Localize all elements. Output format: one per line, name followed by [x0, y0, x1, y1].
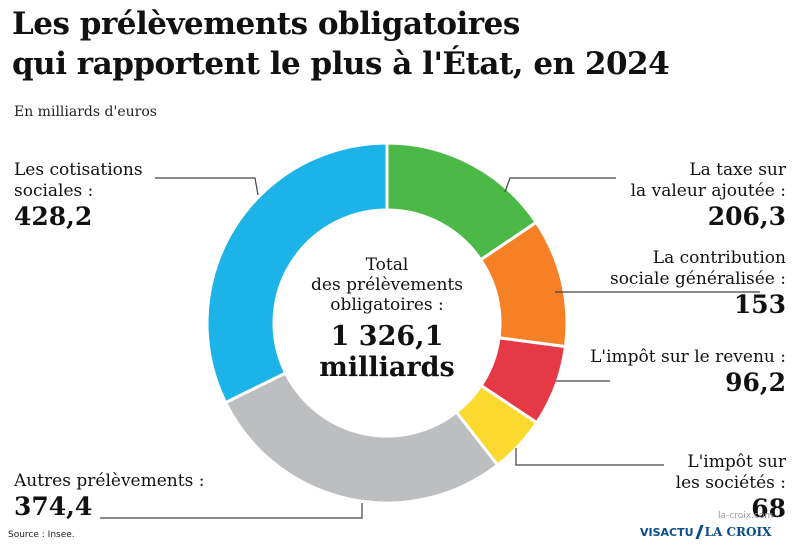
- logo-lacroix: LA CROIX: [704, 525, 772, 539]
- leader-line-autres: [100, 503, 363, 519]
- watermark: la-croix.com: [718, 511, 774, 521]
- label-cotisations: Les cotisations sociales : 428,2: [14, 160, 143, 232]
- label-autres-value: 374,4: [14, 492, 93, 521]
- label-is: L'impôt sur les sociétés : 68: [676, 452, 786, 524]
- label-tva: La taxe sur la valeur ajoutée : 206,3: [631, 160, 786, 232]
- label-ir-value: 96,2: [725, 368, 786, 397]
- label-ir: L'impôt sur le revenu : 96,2: [590, 347, 786, 398]
- label-cotisations-text: Les cotisations sociales :: [14, 160, 143, 201]
- center-value: 1 326,1 milliards: [319, 321, 455, 383]
- chart-title: Les prélèvements obligatoires qui rappor…: [12, 4, 670, 84]
- publisher-logo: VISACTU LA CROIX: [640, 525, 771, 539]
- donut-slices: [205, 141, 569, 505]
- leader-line-is: [515, 448, 664, 466]
- label-cotisations-value: 428,2: [14, 202, 93, 231]
- label-autres: Autres prélèvements : 374,4: [14, 471, 204, 522]
- label-csg-value: 153: [733, 290, 786, 319]
- label-is-text: L'impôt sur les sociétés :: [675, 452, 786, 493]
- slice-autres: [223, 370, 500, 505]
- label-tva-value: 206,3: [707, 202, 786, 231]
- chart-subtitle: En milliards d'euros: [14, 104, 157, 120]
- logo-separator-icon: [695, 525, 704, 539]
- label-is-value: 68: [751, 494, 786, 523]
- leader-lines: [100, 177, 760, 519]
- donut-center: Total des prélèvements obligatoires : 1 …: [287, 255, 487, 383]
- title-line-1: Les prélèvements obligatoires: [12, 6, 520, 42]
- slice-cotisations: [205, 141, 389, 405]
- leader-line-tva: [504, 177, 616, 193]
- label-csg: La contribution sociale généralisée : 15…: [610, 248, 786, 320]
- label-autres-text: Autres prélèvements :: [14, 471, 205, 491]
- center-label: Total des prélèvements obligatoires :: [311, 255, 463, 315]
- label-tva-text: La taxe sur la valeur ajoutée :: [630, 160, 786, 201]
- logo-visactu: VISACTU: [640, 525, 694, 539]
- title-line-2: qui rapportent le plus à l'État, en 2024: [12, 46, 670, 82]
- source-note: Source : Insee.: [8, 530, 75, 540]
- label-ir-text: L'impôt sur le revenu :: [590, 347, 786, 367]
- leader-line-cotisations: [155, 177, 259, 196]
- label-csg-text: La contribution sociale généralisée :: [609, 248, 786, 289]
